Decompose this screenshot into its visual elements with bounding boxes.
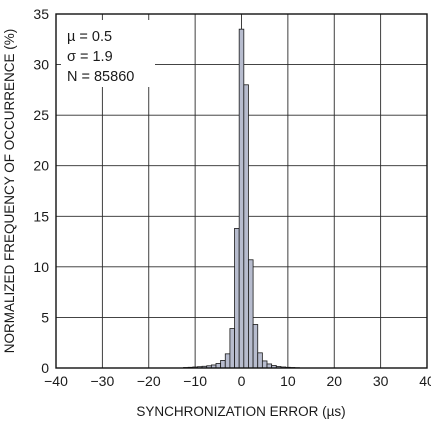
y-tick-labels: 0 5 10 15 20 25 30 35 [33,6,49,376]
histogram-bar [258,353,263,368]
y-tick-label: 10 [33,259,49,275]
x-axis-title: SYNCHRONIZATION ERROR (µs) [136,404,345,419]
x-tick-label: −10 [183,373,207,389]
y-tick-label: 15 [33,208,49,224]
y-tick-label: 35 [33,6,49,22]
histogram-bar [221,360,226,368]
histogram-bar [230,329,235,368]
histogram-bar [262,361,267,368]
histogram-bar [235,228,240,368]
y-tick-label: 20 [33,158,49,174]
x-tick-label: −20 [137,373,161,389]
y-tick-label: 25 [33,107,49,123]
x-tick-label: 30 [373,373,389,389]
x-tick-label: 20 [326,373,342,389]
y-axis-title: NORMALIZED FREQUENCY OF OCCURRENCE (%) [2,29,17,354]
y-tick-label: 0 [41,360,49,376]
stats-box: µ = 0.5 σ = 1.9 N = 85860 [61,20,155,87]
x-tick-label: 10 [280,373,296,389]
histogram-bar [225,354,230,368]
y-tick-label: 5 [41,309,49,325]
x-tick-label: −30 [91,373,115,389]
stat-mean: µ = 0.5 [67,29,112,45]
stat-sigma: σ = 1.9 [67,49,113,65]
x-tick-label: 0 [238,373,246,389]
stat-count: N = 85860 [67,69,134,85]
histogram-bar [248,260,253,368]
histogram-bar [239,29,244,368]
x-tick-label: 40 [419,373,431,389]
histogram-bar [244,85,249,368]
histogram-bar [253,325,258,368]
y-tick-label: 30 [33,57,49,73]
